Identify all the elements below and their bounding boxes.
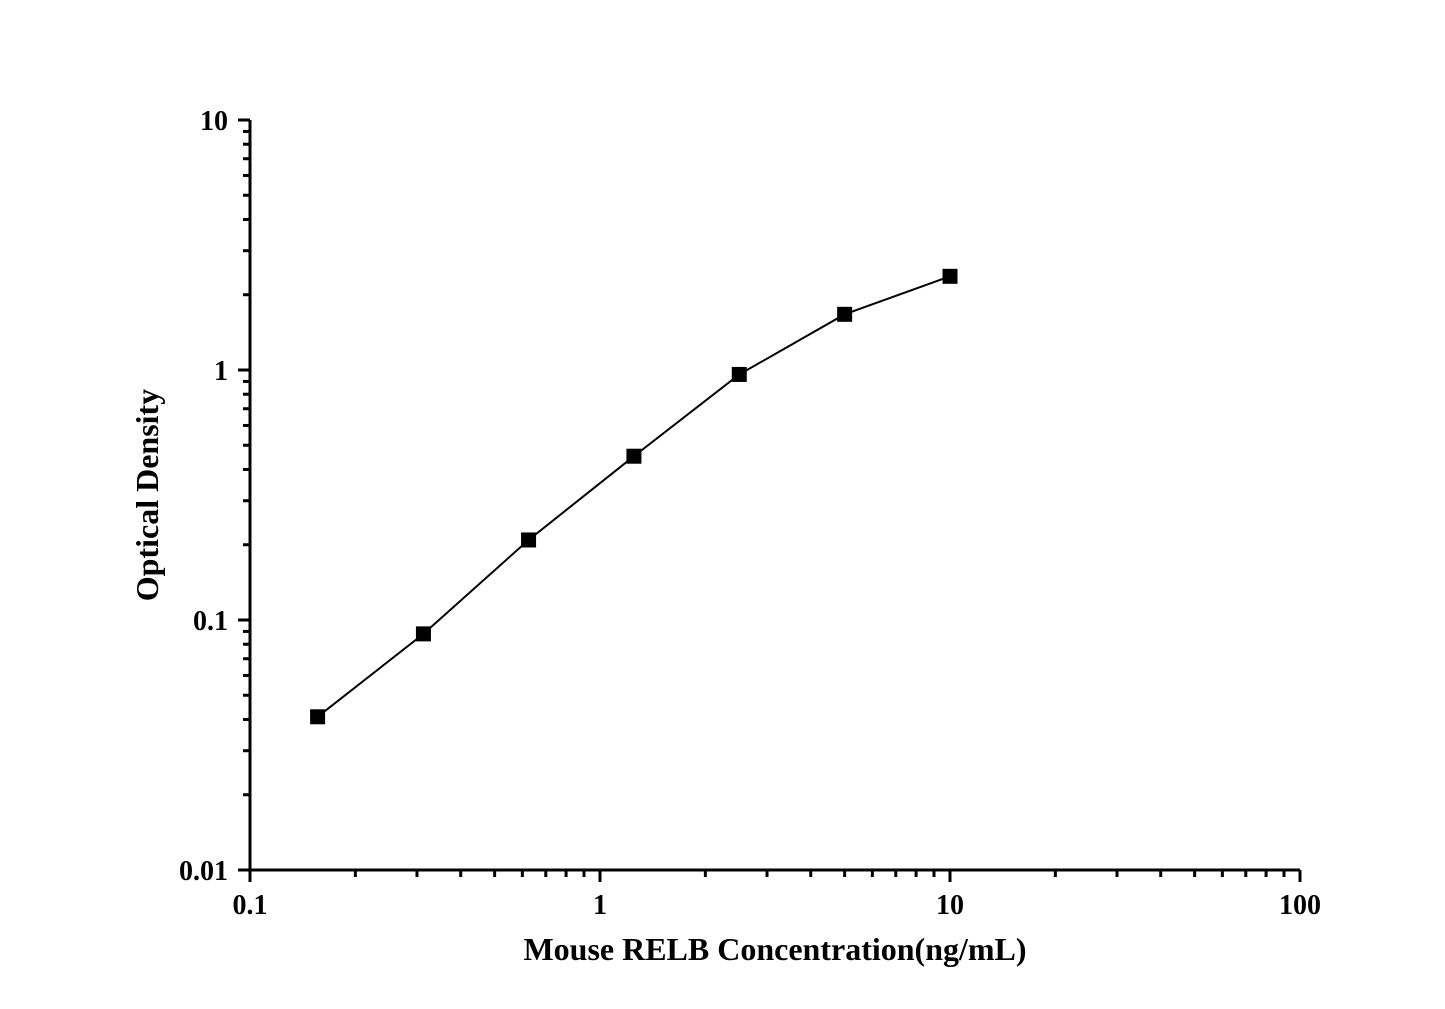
x-tick-label: 1 xyxy=(593,890,607,921)
x-axis-label: Mouse RELB Concentration(ng/mL) xyxy=(523,931,1026,967)
data-marker xyxy=(627,449,641,463)
data-marker xyxy=(838,307,852,321)
data-marker xyxy=(522,533,536,547)
y-tick-label: 0.1 xyxy=(193,606,228,637)
x-tick-label: 10 xyxy=(936,890,964,921)
standard-curve-chart: 0.11101000.010.1110Mouse RELB Concentrat… xyxy=(0,0,1445,1009)
y-axis-label: Optical Density xyxy=(129,389,165,601)
data-marker xyxy=(943,269,957,283)
y-tick-label: 10 xyxy=(200,106,228,137)
x-tick-label: 100 xyxy=(1279,890,1321,921)
y-tick-label: 0.01 xyxy=(179,856,228,887)
chart-container: 0.11101000.010.1110Mouse RELB Concentrat… xyxy=(0,0,1445,1009)
y-tick-label: 1 xyxy=(214,356,228,387)
data-marker xyxy=(311,710,325,724)
data-marker xyxy=(732,367,746,381)
x-tick-label: 0.1 xyxy=(233,890,268,921)
data-marker xyxy=(416,627,430,641)
